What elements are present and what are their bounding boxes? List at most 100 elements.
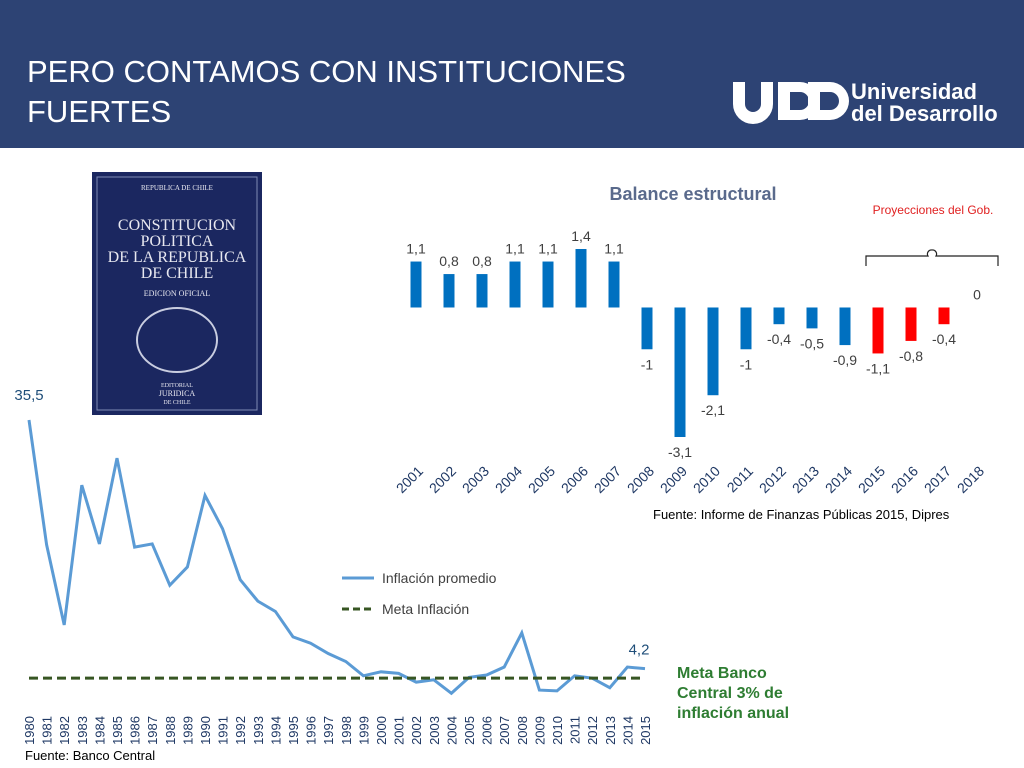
x-tick-label: 2010	[690, 463, 723, 496]
chart-title: Balance estructural	[609, 184, 776, 204]
x-tick-label: 1993	[251, 716, 266, 745]
x-tick-label: 2009	[657, 463, 690, 496]
slide-title: PERO CONTAMOS CON INSTITUCIONES FUERTES	[27, 54, 626, 129]
book-title: DE CHILE	[141, 265, 213, 282]
x-tick-label: 1994	[268, 716, 283, 745]
book-publisher: DE CHILE	[163, 400, 190, 406]
x-tick-label: 1986	[128, 716, 143, 745]
bar	[905, 307, 917, 341]
x-tick-label: 1991	[216, 716, 231, 745]
x-tick-label: 2001	[392, 716, 407, 745]
book-title: CONSTITUCION	[118, 217, 237, 234]
annotation: Proyecciones del Gob.	[873, 203, 994, 217]
x-tick-label: 1999	[356, 716, 371, 745]
logo-line1: Universidad	[851, 79, 977, 104]
bar	[740, 307, 752, 350]
x-tick-label: 2006	[480, 716, 495, 745]
bar	[575, 249, 587, 308]
x-tick-label: 2005	[525, 463, 558, 496]
data-label: 1,4	[571, 228, 591, 244]
bar	[641, 307, 653, 350]
bar	[707, 307, 719, 396]
x-tick-label: 2015	[638, 716, 653, 745]
x-tick-label: 2018	[954, 463, 987, 496]
bar	[872, 307, 884, 354]
data-label: 35,5	[14, 387, 43, 404]
x-tick-label: 1995	[286, 716, 301, 745]
book-publisher: EDITORIAL	[161, 383, 193, 389]
x-tick-label: 2003	[459, 463, 492, 496]
bar	[674, 307, 686, 437]
x-tick-label: 2009	[532, 716, 547, 745]
x-tick-label: 1989	[180, 716, 195, 745]
data-label: -0,5	[800, 335, 824, 351]
x-tick-label: 1988	[163, 716, 178, 745]
x-tick-label: 2015	[855, 463, 888, 496]
x-tick-label: 1992	[233, 716, 248, 745]
x-tick-label: 2013	[603, 716, 618, 745]
x-tick-label: 1987	[145, 716, 160, 745]
book-title: POLITICA	[141, 233, 214, 250]
data-label: -0,4	[932, 331, 956, 347]
data-label: -2,1	[701, 402, 725, 418]
x-tick-label: 2014	[620, 716, 635, 745]
x-tick-label: 2006	[558, 463, 591, 496]
bar	[806, 307, 818, 329]
x-tick-label: 1990	[198, 716, 213, 745]
x-tick-label: 2011	[568, 716, 583, 744]
x-tick-label: 2010	[550, 716, 565, 745]
x-tick-label: 2004	[492, 463, 525, 496]
book-edition: EDICION OFICIAL	[144, 289, 211, 298]
data-label: 1,1	[505, 241, 525, 257]
x-tick-label: 2002	[426, 463, 459, 496]
x-tick-label: 1980	[22, 716, 37, 745]
data-label: -1	[740, 356, 753, 372]
data-label: -1,1	[866, 360, 890, 376]
data-label: 0	[973, 286, 981, 302]
x-tick-label: 2012	[756, 463, 789, 496]
projection-bracket	[865, 249, 999, 266]
x-tick-label: 1984	[92, 716, 107, 745]
bar	[509, 261, 521, 308]
x-tick-label: 1982	[57, 716, 72, 745]
x-tick-label: 1997	[321, 716, 336, 745]
logo-line2: del Desarrollo	[851, 101, 998, 126]
bar	[542, 261, 554, 308]
x-tick-label: 2000	[374, 716, 389, 745]
x-tick-label: 2016	[888, 463, 921, 496]
data-label: 1,1	[406, 241, 426, 257]
line-series	[27, 419, 646, 696]
x-tick-label: 1998	[339, 716, 354, 745]
data-label: -0,8	[899, 348, 923, 364]
data-label: 4,2	[629, 642, 650, 659]
legend-label: Meta Inflación	[382, 601, 469, 617]
x-tick-label: 2004	[444, 716, 459, 745]
x-tick-label: 2007	[497, 716, 512, 745]
x-tick-label: 2008	[515, 716, 530, 745]
logo: Universidad del Desarrollo	[733, 79, 998, 126]
data-label: -0,4	[767, 331, 791, 347]
x-tick-label: 2017	[921, 463, 954, 496]
header-bar	[0, 0, 1024, 148]
x-tick-label: 2014	[822, 463, 855, 496]
bar	[410, 261, 422, 308]
x-tick-label: 2003	[427, 716, 442, 745]
x-tick-label: 2007	[591, 463, 624, 496]
x-tick-label: 2011	[724, 463, 757, 496]
x-tick-label: 2013	[789, 463, 822, 496]
source: Fuente: Banco Central	[25, 748, 155, 763]
data-label: 1,1	[604, 241, 624, 257]
x-tick-label: 2001	[393, 463, 426, 496]
x-tick-label: 1981	[40, 716, 55, 745]
book-cover: REPUBLICA DE CHILE CONSTITUCION POLITICA…	[92, 172, 262, 415]
x-tick-label: 2005	[462, 716, 477, 745]
source: Fuente: Informe de Finanzas Públicas 201…	[653, 507, 950, 522]
book-title: DE LA REPUBLICA	[108, 249, 247, 266]
bar	[608, 261, 620, 308]
bar	[938, 307, 950, 325]
data-label: -0,9	[833, 352, 857, 368]
book-publisher: JURIDICA	[159, 389, 196, 398]
data-label: 0,8	[472, 253, 492, 269]
bar	[443, 274, 455, 308]
